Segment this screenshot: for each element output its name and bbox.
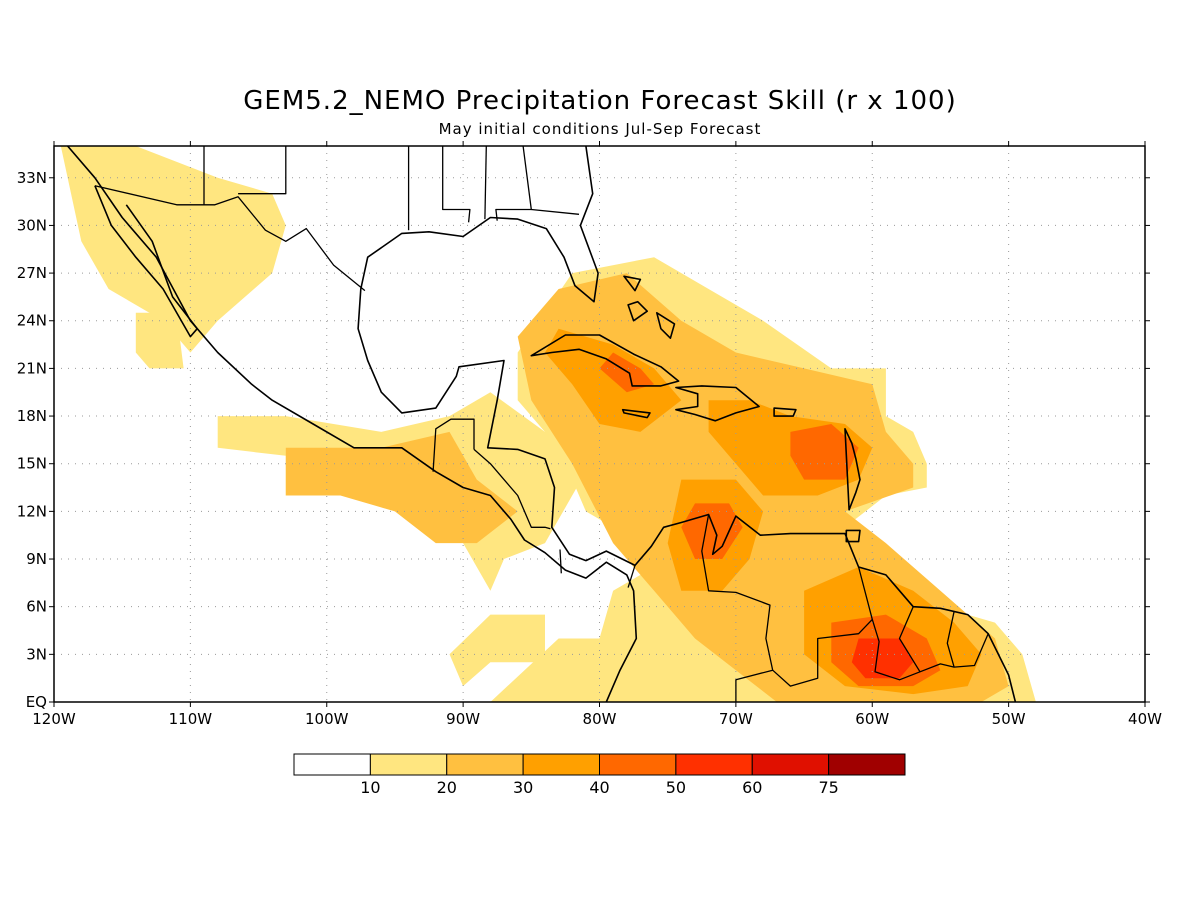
lat-tick-label: 24N xyxy=(17,312,47,330)
baja-california-coast xyxy=(94,185,198,338)
skill-region-level-1 xyxy=(60,146,286,353)
lon-tick-label: 50W xyxy=(992,710,1026,728)
lon-tick-label: 80W xyxy=(583,710,617,728)
lat-tick-label: 3N xyxy=(26,645,47,663)
colorbar-swatch xyxy=(751,753,830,776)
trinidad xyxy=(845,529,861,543)
skill-region-level-1 xyxy=(135,312,184,369)
lesser-antilles xyxy=(844,427,861,511)
colorbar-label: 30 xyxy=(513,778,533,797)
lat-tick-label: 21N xyxy=(17,359,47,377)
central-america-borders xyxy=(473,448,551,530)
colorbar-swatch xyxy=(522,753,600,776)
colorbar-swatch xyxy=(369,753,448,776)
lat-tick-label: 33N xyxy=(17,169,47,187)
colorbar-label: 50 xyxy=(666,778,686,797)
us-mexico-border xyxy=(94,185,366,292)
colorbar-swatch xyxy=(675,753,753,776)
colorbar-label: 20 xyxy=(437,778,457,797)
chart-title: GEM5.2_NEMO Precipitation Forecast Skill… xyxy=(243,86,957,116)
lat-tick-label: 9N xyxy=(26,550,47,568)
lat-tick-label: 30N xyxy=(17,216,47,234)
colorbar-swatch xyxy=(828,753,906,776)
lat-tick-label: EQ xyxy=(26,693,47,711)
skill-region-level-1 xyxy=(449,614,545,687)
colorbar-label: 10 xyxy=(360,778,380,797)
jamaica xyxy=(621,408,651,419)
colorbar-swatch xyxy=(446,753,524,776)
us-state-lines-6 xyxy=(495,146,532,221)
lat-tick-label: 15N xyxy=(17,455,47,473)
us-state-lines-4 xyxy=(442,146,471,223)
panama-colombia xyxy=(627,565,636,588)
lon-tick-label: 40W xyxy=(1128,710,1162,728)
skill-region-level-5 xyxy=(851,638,914,679)
coastline-layer xyxy=(66,146,1017,702)
colorbar-label: 60 xyxy=(742,778,762,797)
us-state-lines-5 xyxy=(484,146,487,220)
colombia-south xyxy=(735,669,773,702)
lon-tick-label: 120W xyxy=(32,710,76,728)
gulf-and-caribbean-coast xyxy=(357,146,1017,702)
suriname-french-guiana xyxy=(946,611,955,668)
us-state-lines-2 xyxy=(238,146,287,195)
bahamas-b xyxy=(627,300,649,322)
lon-tick-label: 70W xyxy=(719,710,753,728)
us-state-lines-7 xyxy=(531,208,580,215)
hispaniola xyxy=(675,385,760,422)
lon-tick-label: 60W xyxy=(855,710,889,728)
bahamas-a xyxy=(623,275,642,292)
guatemala-belize-borders xyxy=(432,418,475,472)
bahamas-c xyxy=(655,311,676,340)
cuba xyxy=(530,334,680,387)
colorbar-swatch xyxy=(599,753,677,776)
lat-tick-label: 18N xyxy=(17,407,47,425)
lon-tick-label: 100W xyxy=(305,710,349,728)
skill-region-level-4 xyxy=(790,424,859,480)
lon-tick-label: 90W xyxy=(446,710,480,728)
lon-tick-label: 110W xyxy=(169,710,213,728)
chart-subtitle: May initial conditions Jul-Sep Forecast xyxy=(438,120,762,138)
border-layer xyxy=(94,146,989,702)
costa-rica-panama xyxy=(559,549,562,574)
lat-tick-label: 12N xyxy=(17,502,47,520)
skill-region-level-2 xyxy=(285,431,518,544)
guyana-suriname xyxy=(898,606,921,673)
lat-tick-label: 27N xyxy=(17,264,47,282)
colorbar-label: 40 xyxy=(589,778,609,797)
colorbar-label: 75 xyxy=(818,778,838,797)
colorbar-swatch xyxy=(293,753,371,776)
colorbar: 10 20 30 40 50 60 75 xyxy=(293,753,906,797)
puerto-rico xyxy=(773,407,797,417)
lat-tick-label: 6N xyxy=(26,598,47,616)
